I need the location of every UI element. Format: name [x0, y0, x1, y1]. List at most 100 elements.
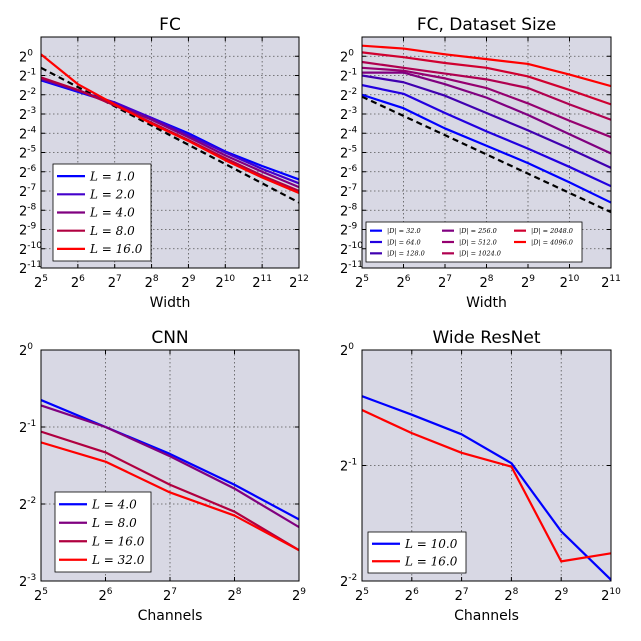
x-axis-label: Channels [138, 608, 203, 624]
x-tick-label-exponent: 11 [261, 274, 272, 284]
x-tick-label-base: 2 [479, 276, 487, 291]
x-tick-label-exponent: 6 [413, 587, 419, 597]
x-tick-label-base: 2 [34, 276, 42, 291]
y-tick-label-base: 2 [340, 262, 348, 277]
legend-label: |D| = 2048.0 [531, 227, 573, 235]
y-tick-label-exponent: -10 [348, 241, 363, 251]
y-tick-label-exponent: -7 [348, 183, 357, 193]
x-tick-label-base: 2 [252, 276, 260, 291]
y-tick-label: 2-2 [19, 87, 36, 104]
x-tick-label: 28 [504, 587, 518, 604]
y-tick-label-base: 2 [340, 185, 348, 200]
y-tick-label-exponent: -11 [348, 260, 363, 270]
y-tick-label: 2-4 [19, 125, 37, 142]
legend: |D| = 32.0 |D| = 64.0 |D| = 128.0 |D| = 256… [365, 221, 583, 263]
y-tick-label: 2-8 [340, 202, 358, 219]
x-tick-label: 211 [252, 274, 272, 291]
y-tick-label: 2-1 [340, 68, 357, 85]
y-tick-label: 2-1 [19, 419, 36, 436]
y-tick-label-exponent: -8 [27, 202, 36, 212]
y-tick-label-exponent: -2 [348, 87, 357, 97]
chart-fc-dataset-size: 25 26 27 28 29 210 211202-12-22-32-42-52-62-72… [340, 15, 621, 311]
x-tick-label-base: 2 [405, 589, 413, 604]
x-tick-label: 27 [163, 587, 177, 604]
y-tick-label-exponent: -11 [27, 260, 42, 270]
y-tick-label-base: 2 [19, 89, 27, 104]
x-tick-label-base: 2 [601, 589, 609, 604]
y-tick-label-exponent: -1 [348, 458, 357, 468]
y-tick-label-base: 2 [19, 50, 27, 65]
x-tick-label: 28 [145, 274, 159, 291]
x-tick-label-base: 2 [292, 589, 300, 604]
y-tick-label: 2-2 [340, 573, 357, 590]
y-tick-label-base: 2 [19, 127, 27, 142]
x-tick-label: 212 [289, 274, 309, 291]
legend-frame [367, 531, 467, 574]
x-tick-label-exponent: 6 [107, 587, 113, 597]
y-tick-label: 2-5 [19, 145, 36, 162]
y-tick-label-base: 2 [19, 70, 27, 85]
series-line [362, 60, 611, 121]
x-tick-label-base: 2 [554, 589, 562, 604]
legend-label: L = 16.0 [404, 554, 458, 568]
y-tick-label-exponent: -7 [27, 183, 36, 193]
x-tick-label: 29 [521, 274, 535, 291]
y-tick-label: 2-10 [19, 241, 42, 258]
x-tick-label: 26 [405, 587, 419, 604]
x-tick-label-base: 2 [396, 276, 404, 291]
y-tick-label-base: 2 [340, 243, 348, 258]
x-tick-label-exponent: 8 [236, 587, 242, 597]
y-tick-label: 20 [19, 48, 33, 65]
x-tick-label-exponent: 5 [42, 587, 48, 597]
x-tick-label-exponent: 6 [79, 274, 85, 284]
x-tick-label: 210 [601, 587, 621, 604]
series-line [362, 71, 611, 155]
series-line [41, 430, 299, 552]
y-tick-label: 2-1 [340, 458, 357, 475]
reference-dashed-line [40, 66, 300, 204]
x-tick-label-base: 2 [215, 276, 223, 291]
y-tick-label-base: 2 [340, 344, 348, 359]
y-tick-label-exponent: -10 [27, 241, 42, 251]
y-tick-label-base: 2 [19, 204, 27, 219]
y-tick-label-base: 2 [19, 498, 27, 513]
y-tick-label-base: 2 [19, 344, 27, 359]
y-tick-label-exponent: -3 [348, 106, 357, 116]
y-tick-label: 2-10 [340, 241, 363, 258]
y-tick-label-base: 2 [19, 575, 27, 590]
y-tick-label: 2-11 [340, 260, 363, 277]
x-tick-label: 26 [396, 274, 410, 291]
x-tick-label-base: 2 [560, 276, 568, 291]
axes-frame [40, 349, 300, 582]
x-tick-label: 26 [98, 587, 112, 604]
y-tick-label-exponent: -6 [348, 164, 357, 174]
y-tick-label: 2-3 [340, 106, 357, 123]
y-tick-label-base: 2 [340, 204, 348, 219]
x-tick-label-exponent: 5 [42, 274, 48, 284]
x-tick-label-exponent: 10 [609, 587, 621, 597]
x-axis-label: Width [150, 295, 191, 311]
chart-title: Wide ResNet [432, 328, 540, 348]
legend-label: |D| = 256.0 [459, 227, 497, 235]
legend-label: L = 4.0 [89, 206, 135, 220]
series-group [362, 44, 611, 204]
legend-label: |D| = 1024.0 [459, 250, 501, 258]
y-tick-label-base: 2 [340, 70, 348, 85]
y-tick-label-base: 2 [19, 224, 27, 239]
y-tick-label: 2-3 [19, 573, 36, 590]
x-tick-label-exponent: 10 [568, 274, 580, 284]
series-line [41, 399, 299, 521]
series-line [362, 51, 611, 106]
y-tick-label-exponent: -5 [348, 145, 357, 155]
legend: L = 4.0 L = 8.0 L = 16.0 L = 32.0 [54, 491, 152, 573]
legend-label: |D| = 4096.0 [531, 238, 573, 246]
x-tick-label-exponent: 7 [446, 274, 452, 284]
y-tick-label: 2-5 [340, 145, 357, 162]
x-tick-label-exponent: 5 [363, 274, 369, 284]
y-tick-label: 2-9 [19, 222, 37, 239]
x-tick-label-exponent: 7 [116, 274, 122, 284]
y-tick-label-exponent: -9 [27, 222, 36, 232]
x-tick-label-exponent: 5 [363, 587, 369, 597]
x-tick-label-base: 2 [98, 589, 106, 604]
